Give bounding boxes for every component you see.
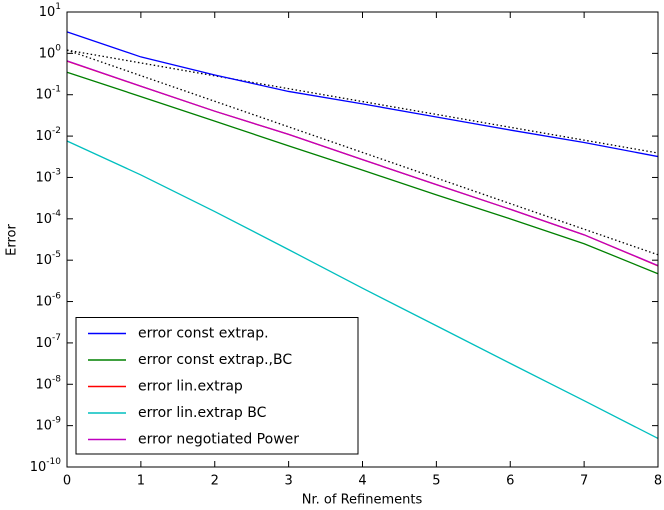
- y-tick-label: 10-6: [35, 291, 61, 309]
- y-axis-label: Error: [5, 224, 20, 256]
- reference-line: [66, 49, 659, 256]
- x-tick-label: 7: [580, 474, 588, 489]
- x-tick-label: 4: [358, 474, 366, 489]
- y-tick-label: 101: [39, 2, 61, 20]
- legend-label: error lin.extrap BC: [138, 405, 267, 421]
- series-line: [66, 31, 659, 158]
- y-tick-label: 10-1: [35, 84, 61, 102]
- y-tick-label: 10-8: [35, 374, 61, 392]
- series-line: [66, 71, 659, 275]
- x-tick-label: 2: [211, 474, 219, 489]
- y-tick-label: 10-7: [35, 332, 61, 350]
- legend-label: error const extrap.: [138, 326, 269, 342]
- plot-frame: [66, 11, 659, 468]
- x-tick-label: 5: [432, 474, 440, 489]
- y-tick-label: 10-3: [35, 167, 61, 185]
- x-tick-label: 6: [506, 474, 514, 489]
- legend-label: error const extrap.,BC: [138, 352, 292, 368]
- series-line: [66, 60, 659, 267]
- y-tick-label: 100: [39, 43, 62, 61]
- y-tick-label: 10-9: [35, 415, 61, 433]
- y-tick-label: 10-2: [35, 126, 61, 144]
- legend-label: error negotiated Power: [138, 432, 299, 448]
- series-line: [66, 140, 659, 440]
- y-tick-label: 10-4: [35, 208, 61, 226]
- x-tick-label: 8: [654, 474, 662, 489]
- y-tick-label: 10-10: [30, 457, 62, 475]
- legend-label: error lin.extrap: [138, 379, 243, 395]
- x-tick-label: 3: [284, 474, 292, 489]
- x-tick-label: 0: [63, 474, 71, 489]
- y-tick-label: 10-5: [35, 250, 61, 268]
- x-axis-label: Nr. of Refinements: [302, 493, 423, 508]
- x-tick-label: 1: [137, 474, 145, 489]
